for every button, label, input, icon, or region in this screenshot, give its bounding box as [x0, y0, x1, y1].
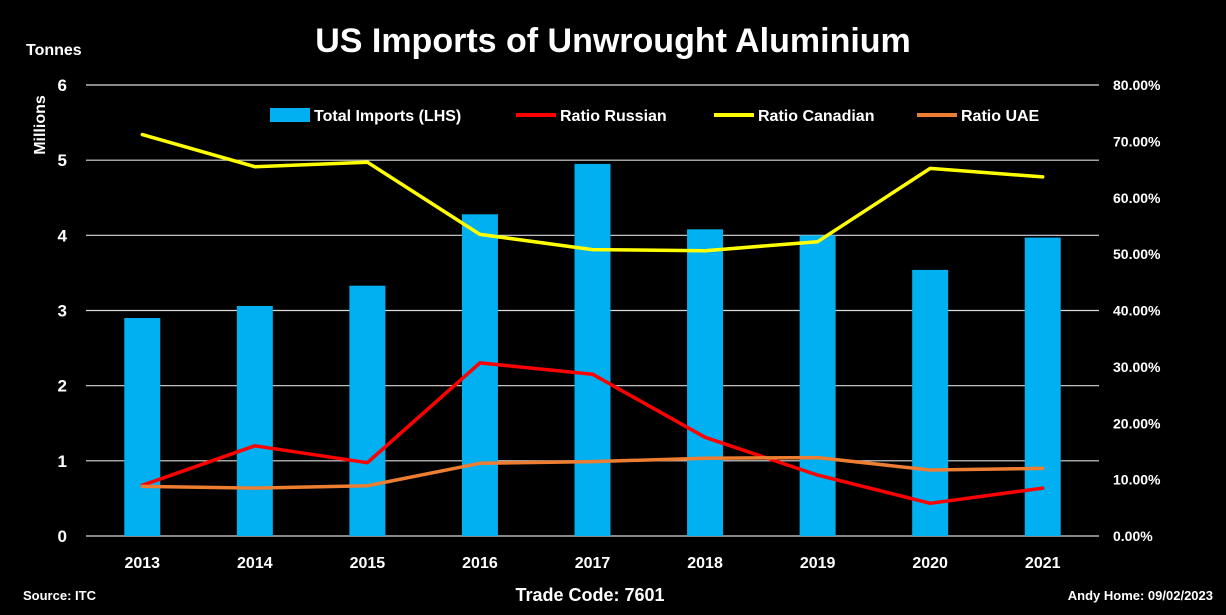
line-series	[140, 132, 1045, 506]
legend-label: Total Imports (LHS)	[314, 108, 461, 125]
y-left-tick-label: 3	[58, 302, 67, 321]
y-right-tick-label: 20.00%	[1113, 415, 1161, 431]
x-tick-label: 2013	[124, 555, 160, 572]
x-tick-label: 2014	[237, 555, 273, 572]
bar	[912, 269, 949, 536]
y-right-tick-label: 30.00%	[1113, 359, 1161, 375]
y-left-tick-label: 6	[58, 76, 67, 95]
y-left-tick-label: 5	[58, 151, 67, 170]
y-right-tick-label: 10.00%	[1113, 472, 1161, 488]
bar	[236, 305, 273, 536]
y-right-tick-label: 80.00%	[1113, 77, 1161, 93]
x-tick-label: 2017	[575, 555, 611, 572]
axis-ticks: 01234560.00%10.00%20.00%30.00%40.00%50.0…	[58, 76, 1162, 572]
author-note: Andy Home: 09/02/2023	[1068, 588, 1213, 603]
bar	[799, 235, 836, 537]
y-left-tick-label: 0	[58, 527, 67, 546]
legend: Total Imports (LHS) Ratio Russian Ratio Ca…	[270, 108, 1040, 125]
x-tick-label: 2021	[1025, 555, 1061, 572]
legend-swatch	[270, 108, 310, 122]
bar	[687, 229, 724, 536]
y-left-tick-label: 1	[58, 452, 67, 471]
bar	[574, 163, 611, 537]
legend-label: Ratio UAE	[961, 108, 1040, 125]
chart-title: US Imports of Unwrought Aluminium	[315, 22, 911, 60]
source-note: Source: ITC	[23, 588, 97, 603]
x-tick-label: 2020	[912, 555, 948, 572]
x-tick-label: 2019	[800, 555, 836, 572]
y-right-tick-label: 60.00%	[1113, 190, 1161, 206]
x-tick-label: 2016	[462, 555, 498, 572]
bar-series	[124, 163, 1061, 537]
y-left-tick-label: 4	[58, 226, 68, 245]
series-line	[140, 132, 1045, 253]
trade-code-note: Trade Code: 7601	[515, 585, 664, 605]
series-line	[140, 455, 1045, 490]
bar	[349, 285, 386, 536]
bar	[1024, 237, 1061, 537]
x-tick-label: 2015	[350, 555, 386, 572]
y-right-tick-label: 40.00%	[1113, 303, 1161, 319]
series-line	[140, 361, 1045, 506]
bar	[124, 318, 161, 536]
y-axis-scale-label: Millions	[32, 95, 49, 155]
y-axis-unit-label: Tonnes	[26, 42, 82, 59]
y-right-tick-label: 0.00%	[1113, 528, 1153, 544]
y-right-tick-label: 50.00%	[1113, 246, 1161, 262]
x-tick-label: 2018	[687, 555, 723, 572]
legend-label: Ratio Russian	[560, 108, 667, 125]
legend-label: Ratio Canadian	[758, 108, 874, 125]
y-left-tick-label: 2	[58, 377, 67, 396]
y-right-tick-label: 70.00%	[1113, 133, 1161, 149]
